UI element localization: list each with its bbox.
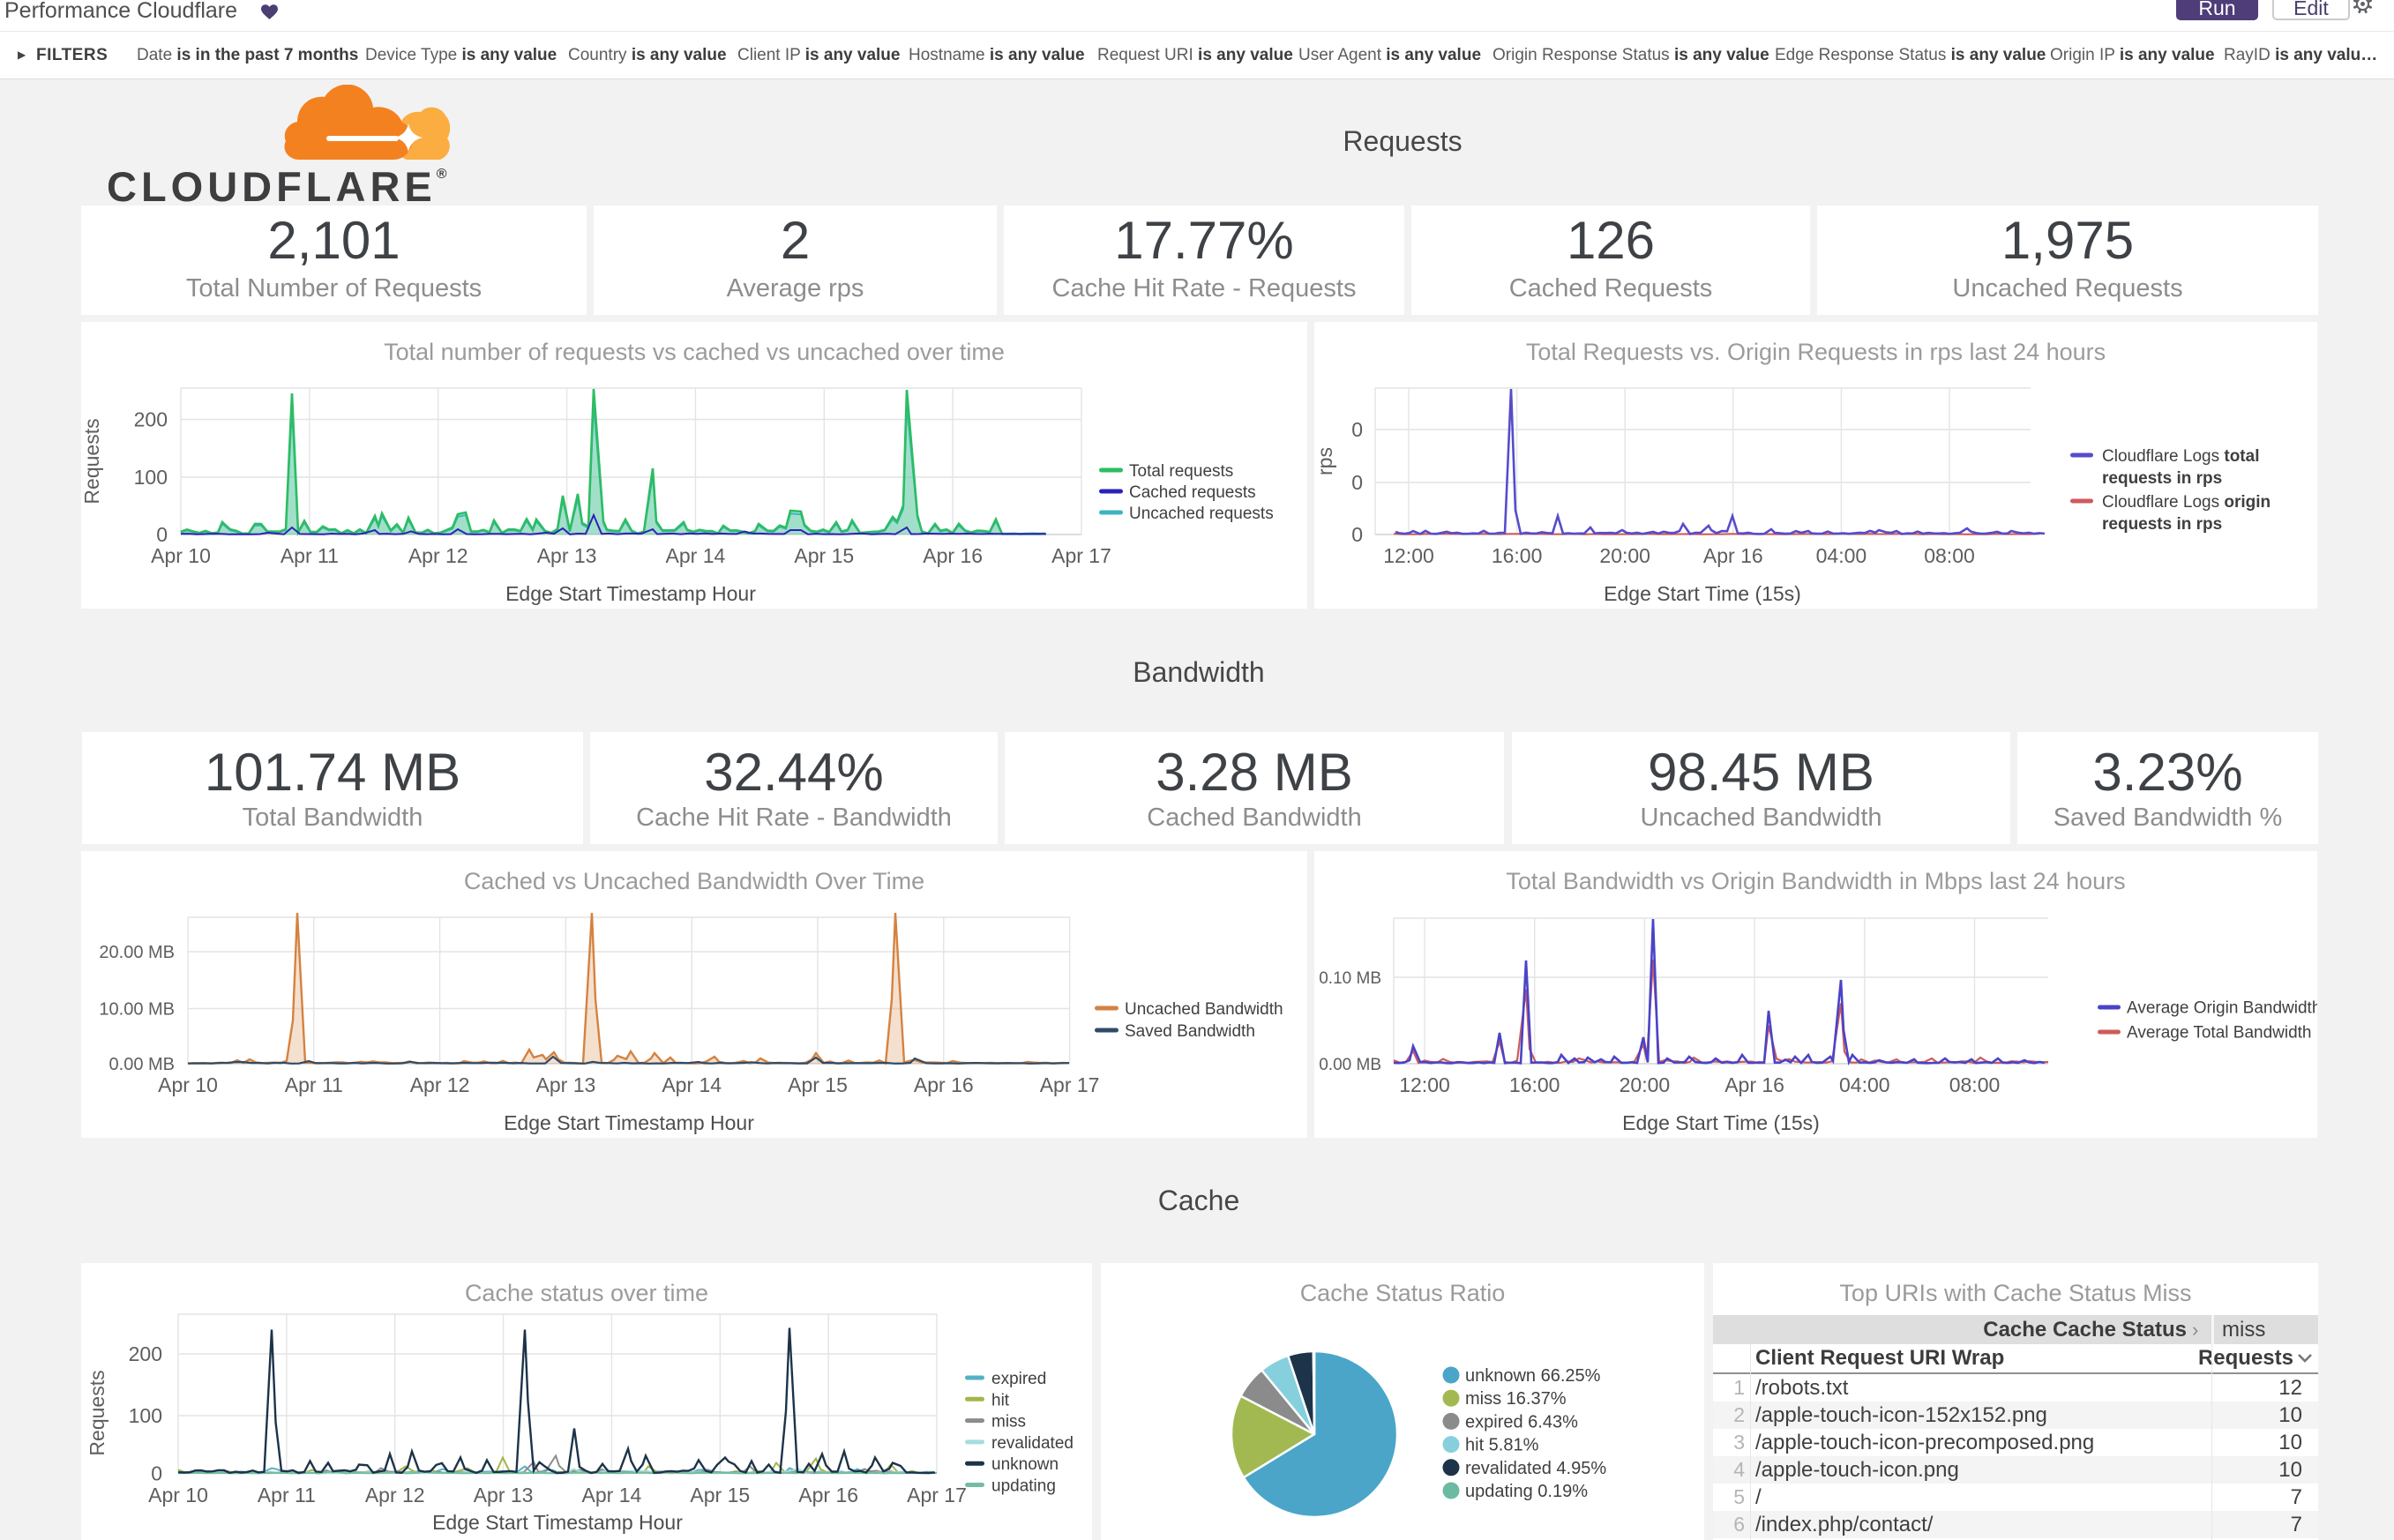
- svg-text:08:00: 08:00: [1949, 1073, 2001, 1096]
- svg-text:Apr 10: Apr 10: [148, 1484, 208, 1506]
- svg-text:Edge Start Time (15s): Edge Start Time (15s): [1622, 1111, 1820, 1134]
- svg-text:Apr 12: Apr 12: [365, 1484, 425, 1506]
- svg-text:Apr 17: Apr 17: [1051, 544, 1111, 567]
- svg-text:Cloudflare Logs origin: Cloudflare Logs origin: [2102, 493, 2271, 512]
- svg-text:16:00: 16:00: [1509, 1073, 1560, 1096]
- svg-text:revalidated: revalidated: [991, 1434, 1074, 1453]
- svg-text:Uncached Bandwidth: Uncached Bandwidth: [1125, 1000, 1283, 1019]
- svg-text:20:00: 20:00: [1599, 544, 1650, 567]
- svg-text:Edge Start Timestamp Hour: Edge Start Timestamp Hour: [505, 582, 756, 605]
- svg-text:Apr 10: Apr 10: [158, 1073, 218, 1096]
- svg-text:Apr 11: Apr 11: [258, 1484, 316, 1506]
- svg-text:10.00 MB: 10.00 MB: [99, 1000, 175, 1020]
- svg-text:Edge Start Time (15s): Edge Start Time (15s): [1604, 582, 1801, 605]
- svg-text:Apr 12: Apr 12: [408, 544, 468, 567]
- svg-text:12:00: 12:00: [1383, 544, 1434, 567]
- svg-text:Cached requests: Cached requests: [1129, 483, 1256, 502]
- svg-text:Apr 15: Apr 15: [794, 544, 854, 567]
- svg-text:Apr 14: Apr 14: [666, 544, 726, 567]
- svg-text:Apr 17: Apr 17: [1040, 1073, 1100, 1096]
- svg-text:12:00: 12:00: [1399, 1073, 1450, 1096]
- svg-text:revalidated 4.95%: revalidated 4.95%: [1465, 1459, 1606, 1478]
- svg-text:Apr 14: Apr 14: [662, 1073, 722, 1096]
- svg-text:Cloudflare Logs total: Cloudflare Logs total: [2102, 447, 2259, 466]
- svg-text:200: 200: [129, 1342, 162, 1365]
- svg-text:Requests: Requests: [86, 1370, 108, 1455]
- svg-text:Apr 14: Apr 14: [582, 1484, 642, 1506]
- svg-text:miss: miss: [991, 1413, 1026, 1432]
- svg-text:Requests: Requests: [81, 418, 103, 504]
- svg-text:updating: updating: [991, 1477, 1056, 1496]
- svg-text:Apr 12: Apr 12: [410, 1073, 470, 1096]
- svg-text:requests in rps: requests in rps: [2102, 469, 2222, 488]
- svg-text:Apr 15: Apr 15: [690, 1484, 750, 1506]
- svg-text:Apr 11: Apr 11: [285, 1073, 343, 1096]
- svg-text:Apr 16: Apr 16: [923, 544, 983, 567]
- svg-text:requests in rps: requests in rps: [2102, 515, 2222, 534]
- svg-text:200: 200: [134, 408, 168, 431]
- svg-text:20.00 MB: 20.00 MB: [99, 943, 175, 962]
- svg-text:0.00 MB: 0.00 MB: [109, 1055, 175, 1074]
- svg-text:miss 16.37%: miss 16.37%: [1465, 1389, 1567, 1409]
- svg-text:Edge Start Timestamp Hour: Edge Start Timestamp Hour: [432, 1511, 683, 1534]
- svg-text:Edge Start Timestamp Hour: Edge Start Timestamp Hour: [504, 1111, 754, 1134]
- svg-text:Apr 15: Apr 15: [788, 1073, 848, 1096]
- svg-text:Apr 10: Apr 10: [151, 544, 211, 567]
- svg-text:0: 0: [1351, 523, 1363, 546]
- svg-text:expired 6.43%: expired 6.43%: [1465, 1412, 1578, 1432]
- svg-text:20:00: 20:00: [1620, 1073, 1671, 1096]
- svg-text:04:00: 04:00: [1816, 544, 1867, 567]
- svg-text:updating 0.19%: updating 0.19%: [1465, 1482, 1588, 1501]
- svg-text:Apr 17: Apr 17: [907, 1484, 967, 1506]
- svg-text:expired: expired: [991, 1370, 1046, 1388]
- svg-text:Apr 16: Apr 16: [1703, 544, 1763, 567]
- svg-text:16:00: 16:00: [1492, 544, 1543, 567]
- svg-text:Apr 13: Apr 13: [536, 1073, 596, 1096]
- svg-text:Uncached requests: Uncached requests: [1129, 505, 1274, 523]
- svg-text:Saved Bandwidth: Saved Bandwidth: [1125, 1022, 1255, 1041]
- svg-text:Apr 16: Apr 16: [798, 1484, 858, 1506]
- svg-text:0.00 MB: 0.00 MB: [1319, 1056, 1381, 1074]
- svg-text:Total requests: Total requests: [1129, 462, 1233, 481]
- svg-text:Apr 11: Apr 11: [281, 544, 339, 567]
- svg-text:Apr 13: Apr 13: [537, 544, 597, 567]
- svg-text:04:00: 04:00: [1839, 1073, 1890, 1096]
- svg-text:Apr 16: Apr 16: [1724, 1073, 1784, 1096]
- svg-text:100: 100: [134, 466, 168, 489]
- svg-text:0: 0: [1351, 471, 1363, 494]
- svg-text:unknown 66.25%: unknown 66.25%: [1465, 1366, 1601, 1386]
- svg-text:0: 0: [1351, 418, 1363, 441]
- svg-text:hit: hit: [991, 1391, 1010, 1409]
- svg-text:0: 0: [156, 523, 168, 546]
- svg-text:rps: rps: [1314, 447, 1336, 475]
- svg-text:hit 5.81%: hit 5.81%: [1465, 1436, 1539, 1455]
- svg-text:08:00: 08:00: [1924, 544, 1975, 567]
- svg-text:0.10 MB: 0.10 MB: [1319, 969, 1381, 988]
- svg-text:0: 0: [151, 1462, 162, 1485]
- svg-text:Apr 16: Apr 16: [914, 1073, 974, 1096]
- svg-text:Average Origin Bandwidth: Average Origin Bandwidth: [2127, 999, 2317, 1018]
- svg-text:unknown: unknown: [991, 1455, 1059, 1474]
- svg-text:Average Total Bandwidth: Average Total Bandwidth: [2127, 1024, 2312, 1043]
- svg-text:Apr 13: Apr 13: [474, 1484, 534, 1506]
- svg-text:100: 100: [129, 1404, 162, 1427]
